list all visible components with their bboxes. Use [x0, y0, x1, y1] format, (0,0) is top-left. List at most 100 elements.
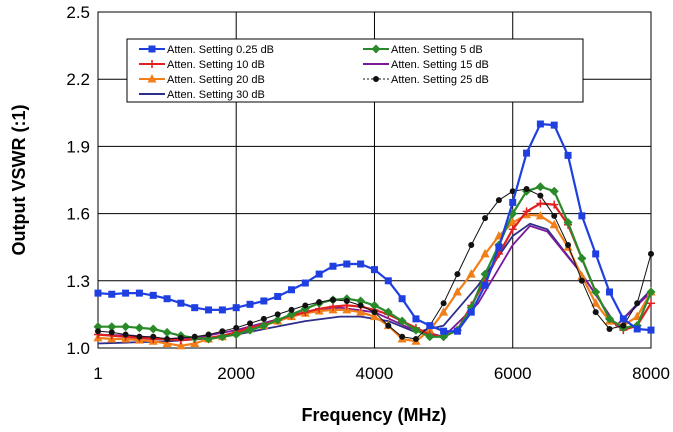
legend-swatch-marker: [148, 60, 156, 68]
data-point-atten-setting-20-db: [439, 307, 449, 316]
data-point-atten-setting-5-db: [397, 316, 407, 326]
data-point-atten-setting-0-25-db: [315, 270, 323, 278]
data-point-atten-setting-0-25-db: [343, 260, 351, 268]
y-axis-title: Output VSWR (:1): [9, 105, 29, 256]
data-point-atten-setting-0-25-db: [606, 288, 614, 296]
data-point-atten-setting-0-25-db: [135, 289, 143, 297]
data-point-atten-setting-25-db: [316, 299, 323, 306]
data-point-atten-setting-25-db: [565, 241, 572, 248]
data-point-atten-setting-25-db: [191, 333, 198, 340]
data-point-atten-setting-25-db: [329, 296, 336, 303]
data-point-atten-setting-0-25-db: [301, 279, 309, 287]
data-point-atten-setting-5-db: [93, 322, 103, 332]
data-point-atten-setting-0-25-db: [149, 291, 157, 299]
y-tick-label: 1.9: [66, 137, 90, 156]
data-point-atten-setting-0-25-db: [523, 149, 531, 157]
data-point-atten-setting-25-db: [440, 300, 447, 307]
data-point-atten-setting-0-25-db: [274, 292, 282, 300]
data-point-atten-setting-0-25-db: [495, 243, 503, 251]
data-point-atten-setting-0-25-db: [94, 289, 102, 297]
legend-label: Atten. Setting 30 dB: [167, 89, 265, 101]
data-point-atten-setting-5-db: [411, 325, 421, 335]
data-point-atten-setting-0-25-db: [370, 266, 378, 274]
legend-label: Atten. Setting 15 dB: [391, 59, 489, 71]
legend-swatch-marker: [371, 44, 381, 54]
data-point-atten-setting-25-db: [385, 322, 392, 329]
data-point-atten-setting-0-25-db: [564, 151, 572, 159]
x-tick-label: 4000: [356, 364, 394, 383]
series-atten-setting-0-25-db: [94, 120, 655, 335]
data-point-atten-setting-25-db: [454, 271, 461, 278]
data-point-atten-setting-0-25-db: [509, 198, 517, 206]
legend-entry-atten-setting-5-db: Atten. Setting 5 dB: [363, 44, 483, 56]
legend-label: Atten. Setting 20 dB: [167, 74, 265, 86]
data-point-atten-setting-25-db: [357, 302, 364, 309]
legend-entry-atten-setting-0-25-db: Atten. Setting 0.25 dB: [139, 44, 274, 56]
data-point-atten-setting-5-db: [107, 322, 117, 332]
series-atten-setting-25-db: [95, 185, 654, 343]
data-point-atten-setting-25-db: [399, 333, 406, 340]
data-point-atten-setting-0-25-db: [329, 262, 337, 270]
data-point-atten-setting-25-db: [482, 215, 489, 222]
data-point-atten-setting-20-db: [535, 210, 545, 220]
data-point-atten-setting-25-db: [95, 328, 101, 335]
legend-label: Atten. Setting 5 dB: [391, 44, 483, 56]
data-point-atten-setting-0-25-db: [232, 304, 240, 312]
data-point-atten-setting-20-db: [452, 287, 462, 296]
tick-labels: 1 2000 4000 6000 8000 1.0 1.3 1.6 1.9 2.2 2.5: [66, 3, 670, 383]
legend-label: Atten. Setting 0.25 dB: [167, 44, 274, 56]
data-point-atten-setting-5-db: [231, 330, 241, 340]
data-point-atten-setting-25-db: [219, 328, 226, 335]
data-point-atten-setting-25-db: [136, 333, 143, 340]
x-tick-label: 6000: [494, 364, 532, 383]
legend-entry-atten-setting-25-db: Atten. Setting 25 dB: [363, 74, 489, 86]
data-point-atten-setting-25-db: [233, 324, 240, 331]
legend-swatch-marker: [148, 45, 156, 53]
data-point-atten-setting-0-25-db: [633, 325, 641, 333]
data-point-atten-setting-0-25-db: [536, 120, 544, 128]
legend: Atten. Setting 0.25 dB Atten. Setting 5 d…: [126, 38, 584, 103]
data-point-atten-setting-5-db: [245, 325, 255, 335]
data-point-atten-setting-0-25-db: [163, 295, 171, 303]
data-point-atten-setting-20-db: [356, 307, 366, 316]
x-tick-label: 8000: [632, 364, 670, 383]
data-point-atten-setting-25-db: [302, 302, 309, 309]
data-point-atten-setting-25-db: [343, 297, 350, 304]
plot-frame: [97, 11, 652, 349]
data-point-atten-setting-25-db: [606, 325, 613, 332]
x-axis-title: Frequency (MHz): [301, 405, 446, 425]
data-point-atten-setting-20-db: [480, 248, 490, 258]
data-point-atten-setting-0-25-db: [426, 322, 434, 330]
data-point-atten-setting-0-25-db: [550, 121, 558, 129]
data-point-atten-setting-0-25-db: [398, 295, 406, 303]
legend-entry-atten-setting-10-db: Atten. Setting 10 dB: [139, 59, 265, 71]
data-point-atten-setting-25-db: [634, 300, 641, 307]
legend-label: Atten. Setting 25 dB: [391, 74, 489, 86]
data-point-atten-setting-0-25-db: [578, 212, 586, 220]
data-point-atten-setting-10-db: [536, 199, 545, 208]
legend-swatch-marker: [373, 76, 379, 82]
data-point-atten-setting-0-25-db: [412, 315, 420, 323]
data-point-atten-setting-25-db: [592, 309, 599, 316]
y-tick-label: 1.3: [66, 272, 90, 291]
data-point-atten-setting-5-db: [273, 315, 283, 325]
legend-entry-atten-setting-30-db: Atten. Setting 30 dB: [139, 89, 265, 101]
legend-entry-atten-setting-20-db: Atten. Setting 20 dB: [139, 74, 265, 86]
y-tick-label: 2.2: [66, 70, 90, 89]
data-point-atten-setting-5-db: [162, 327, 172, 337]
data-point-atten-setting-0-25-db: [205, 306, 213, 314]
data-point-atten-setting-5-db: [605, 314, 615, 324]
data-point-atten-setting-0-25-db: [177, 299, 185, 307]
data-point-atten-setting-25-db: [205, 331, 212, 338]
data-point-atten-setting-5-db: [535, 182, 545, 192]
data-point-atten-setting-5-db: [287, 309, 297, 319]
data-point-atten-setting-20-db: [549, 219, 559, 229]
data-point-atten-setting-25-db: [108, 329, 115, 336]
data-point-atten-setting-0-25-db: [260, 297, 268, 305]
data-point-atten-setting-5-db: [577, 253, 587, 263]
data-point-atten-setting-20-db: [369, 311, 379, 321]
x-tick-label: 1: [93, 364, 102, 383]
data-point-atten-setting-0-25-db: [619, 315, 627, 323]
data-point-atten-setting-0-25-db: [453, 327, 461, 335]
